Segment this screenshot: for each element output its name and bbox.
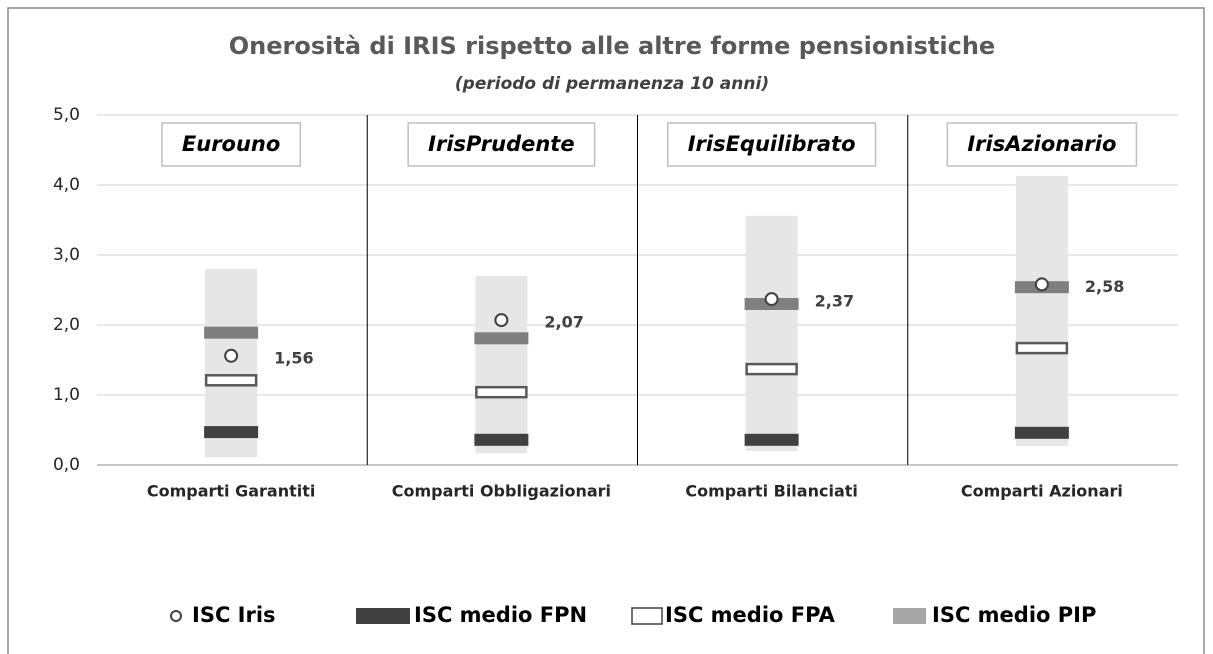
- marker-bar: [1014, 426, 1069, 439]
- panel-label-box: [666, 122, 877, 167]
- panel-label: IrisAzionario: [967, 132, 1116, 156]
- y-tick-label: 1,0: [53, 385, 80, 405]
- value-label: 2,07: [544, 313, 583, 332]
- chart-subtitle: (periodo di permanenza 10 anni): [455, 74, 769, 94]
- y-tick-label: 2,0: [53, 315, 80, 335]
- marker-bar: [745, 362, 798, 376]
- value-label: 2,58: [1085, 277, 1124, 296]
- marker-bar: [204, 426, 259, 439]
- iris-dot: [494, 313, 509, 328]
- marker-bar: [204, 374, 258, 387]
- y-tick-label: 0,0: [53, 455, 80, 475]
- range-bar: [745, 215, 798, 451]
- marker-bar: [204, 326, 259, 339]
- x-tick-label: Comparti Garantiti: [147, 482, 316, 501]
- panel-label: IrisPrudente: [428, 132, 574, 156]
- marker-bar: [1015, 341, 1069, 355]
- iris-dot: [224, 348, 239, 363]
- x-tick-label: Comparti Obbligazionari: [392, 482, 611, 501]
- panel-label-box: [161, 122, 302, 167]
- value-label: 2,37: [815, 292, 854, 311]
- x-tick-label: Comparti Azionari: [961, 482, 1123, 501]
- chart-title: Onerosità di IRIS rispetto alle altre fo…: [229, 32, 995, 60]
- iris-dot: [764, 292, 779, 307]
- value-label: 1,56: [274, 348, 313, 367]
- range-bar: [1015, 175, 1068, 447]
- marker-bar: [474, 433, 529, 446]
- range-bar: [475, 276, 528, 454]
- y-tick-label: 5,0: [53, 105, 80, 125]
- panel-label: IrisEquilibrato: [688, 132, 856, 156]
- legend-label: ISC medio PIP: [932, 603, 1096, 627]
- legend-swatch: [356, 608, 410, 624]
- y-tick-label: 4,0: [53, 175, 80, 195]
- x-tick-label: Comparti Bilanciati: [685, 482, 858, 501]
- legend-label: ISC medio FPN: [414, 603, 587, 627]
- panel-label-box: [407, 122, 596, 167]
- legend-swatch: [170, 610, 182, 622]
- marker-bar: [474, 332, 529, 345]
- legend-label: ISC Iris: [192, 603, 276, 627]
- panel-label-box: [946, 122, 1138, 167]
- marker-bar: [475, 385, 528, 399]
- legend-label: ISC medio FPA: [665, 603, 836, 627]
- range-bar: [205, 269, 258, 458]
- panel-label: Eurouno: [182, 132, 280, 156]
- iris-dot: [1034, 277, 1049, 292]
- y-tick-label: 3,0: [53, 245, 80, 265]
- legend-swatch: [893, 608, 926, 624]
- marker-bar: [744, 433, 799, 446]
- legend-swatch: [631, 607, 663, 625]
